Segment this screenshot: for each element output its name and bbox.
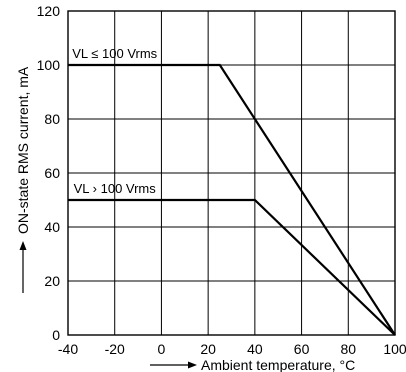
series-annotation: VL › 100 Vrms	[74, 181, 157, 196]
series-lines	[68, 63, 396, 336]
x-tick-label: 0	[158, 341, 166, 357]
y-axis-arrowhead	[19, 241, 27, 250]
x-axis-arrowhead	[188, 361, 197, 369]
series-annotation: VL ≤ 100 Vrms	[72, 46, 157, 61]
x-axis-label: Ambient temperature, °C	[201, 357, 355, 372]
y-tick-label: 0	[52, 327, 60, 343]
plot-frame	[67, 10, 396, 336]
y-tick-label: 40	[44, 219, 60, 235]
x-tick-labels: -40 -20 0 20 40 60 80 100	[58, 341, 406, 357]
y-tick-label: 80	[44, 111, 60, 127]
x-tick-label: 80	[340, 341, 356, 357]
y-tick-label: 120	[37, 3, 61, 19]
annotations: VL ≤ 100 Vrms VL › 100 Vrms	[72, 46, 157, 196]
series-line	[68, 63, 396, 336]
series-line	[68, 198, 396, 336]
y-axis-label: ON-state RMS current, mA	[15, 66, 31, 234]
x-axis-label-group: Ambient temperature, °C	[150, 357, 355, 372]
y-tick-label: 20	[44, 273, 60, 289]
x-tick-label: 40	[247, 341, 263, 357]
y-tick-labels: 0 20 40 60 80 100 120	[37, 3, 61, 343]
x-tick-label: 100	[383, 341, 406, 357]
x-tick-label: 20	[200, 341, 216, 357]
y-axis-label-group: ON-state RMS current, mA	[15, 66, 31, 293]
x-tick-label: -20	[105, 341, 125, 357]
y-tick-label: 100	[37, 57, 61, 73]
x-tick-label: -40	[58, 341, 78, 357]
x-tick-label: 60	[294, 341, 310, 357]
y-tick-label: 60	[44, 165, 60, 181]
